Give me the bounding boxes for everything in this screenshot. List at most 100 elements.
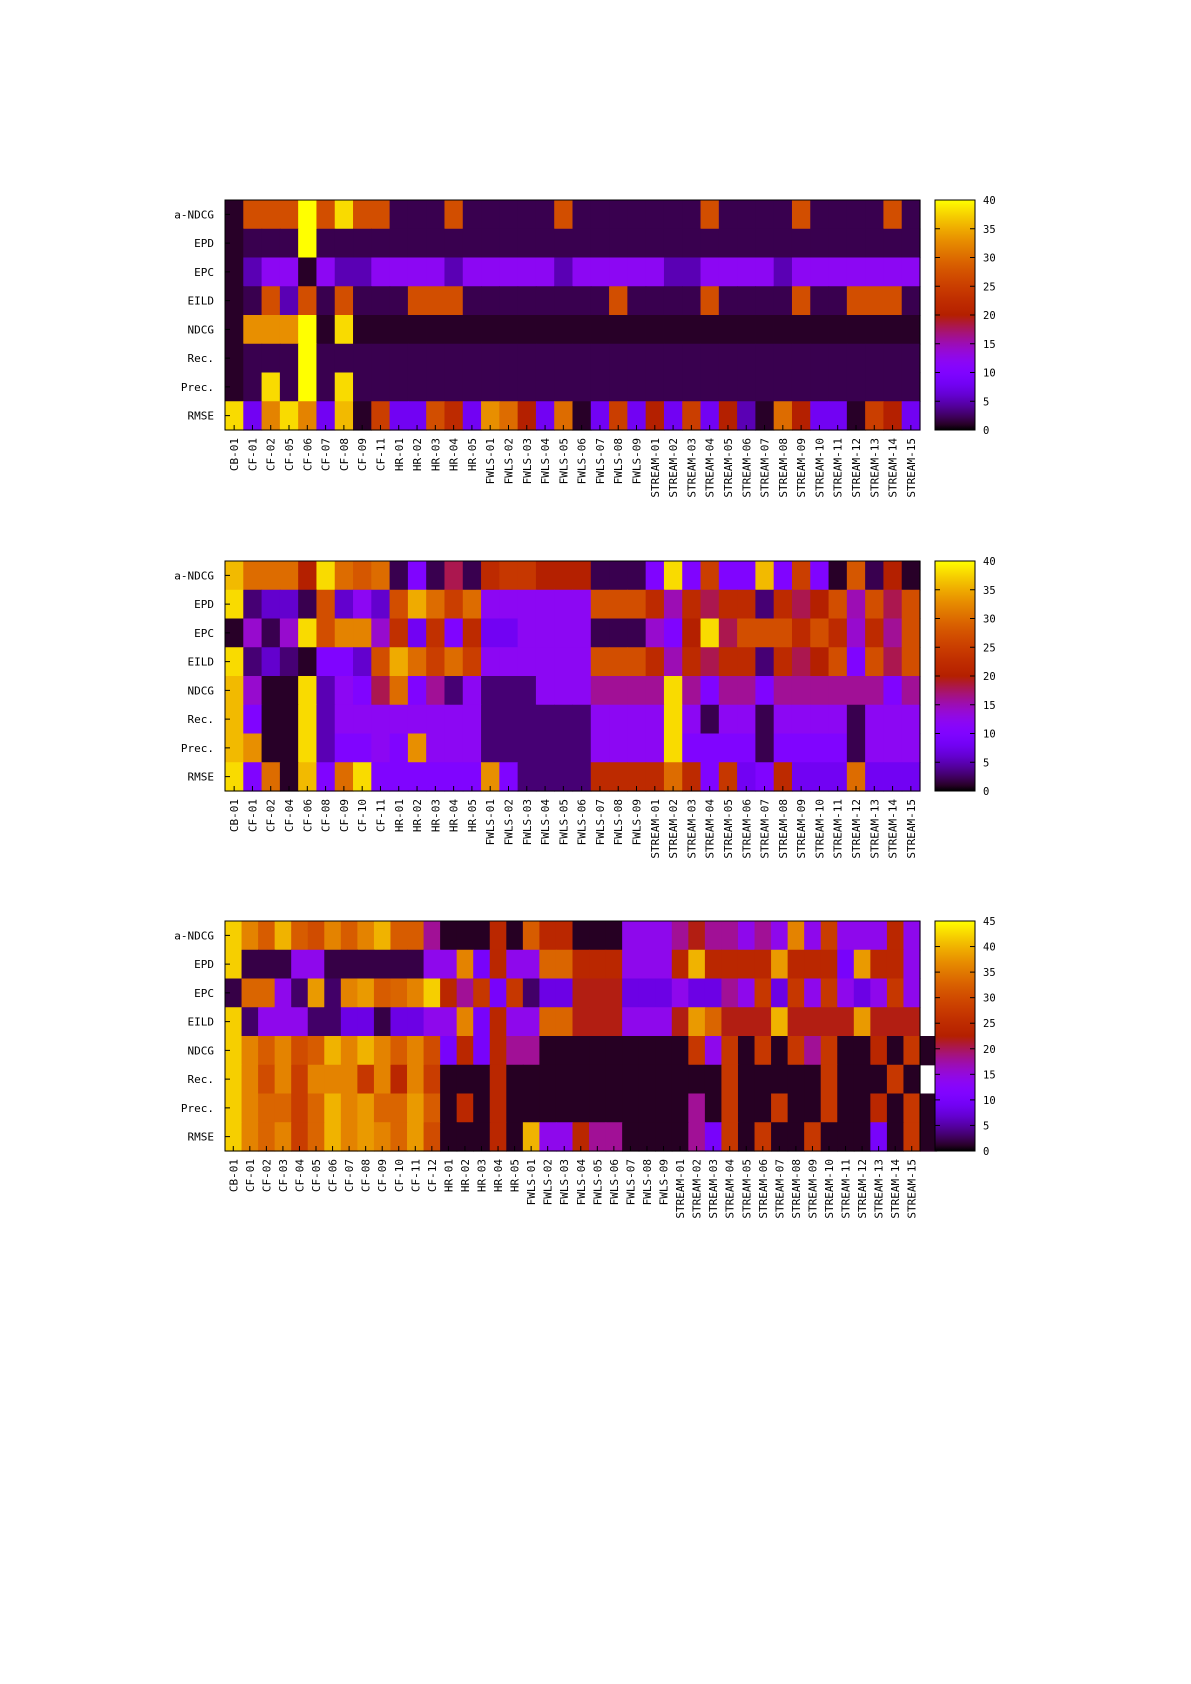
heatmap-cell [627, 647, 647, 677]
heatmap-cell [517, 762, 537, 792]
heatmap-cell [828, 561, 848, 591]
heatmap-cell [886, 1093, 905, 1123]
heatmap-cell [506, 1007, 524, 1037]
heatmap-cell [572, 372, 592, 402]
heatmap-cell [373, 1007, 392, 1037]
heatmap-cell [444, 733, 464, 763]
heatmap-cell [316, 704, 336, 735]
heatmap-cell [737, 921, 756, 951]
heatmap-cell [423, 1007, 441, 1037]
heatmap-cell [828, 315, 848, 345]
colorbar-tick-label: 20 [983, 310, 996, 322]
heatmap-cell [517, 372, 537, 402]
heatmap-cell [645, 286, 665, 316]
heatmap-cell [754, 921, 772, 951]
heatmap-cell [243, 733, 263, 763]
heatmap-cell [316, 372, 336, 402]
heatmap-cell [243, 676, 263, 706]
heatmap-cell [462, 561, 482, 591]
heatmap-cell [718, 589, 738, 620]
heatmap-cell [572, 762, 592, 792]
heatmap-cell [638, 921, 656, 951]
heatmap-cell [499, 257, 519, 287]
heatmap-cell [243, 315, 263, 345]
heatmap-cell [261, 676, 281, 706]
heatmap-cell [407, 978, 425, 1008]
heatmap-cell [444, 762, 464, 792]
heatmap-cell [737, 949, 756, 980]
heatmap-cell [481, 762, 500, 792]
heatmap-cell [353, 315, 372, 345]
heatmap-cell [791, 200, 811, 230]
column-label: CF-02 [265, 799, 278, 832]
heatmap-cell [243, 257, 263, 287]
heatmap-cell [700, 286, 720, 316]
heatmap-cell [462, 618, 482, 648]
column-label: FWLS-09 [658, 1159, 671, 1205]
heatmap-cell [440, 978, 458, 1008]
heatmap-cell [755, 228, 775, 259]
heatmap-cell [590, 228, 610, 259]
column-label: HR-02 [459, 1159, 472, 1192]
heatmap-cell [316, 200, 336, 230]
heatmap-cell [704, 1036, 723, 1066]
heatmap-cell [605, 1007, 623, 1037]
heatmap-cell [755, 561, 775, 591]
heatmap-cell [700, 343, 720, 374]
heatmap-cell [791, 343, 811, 374]
heatmap-cell [489, 1064, 507, 1095]
column-label: FWLS-08 [612, 799, 625, 845]
heatmap-cell [627, 228, 647, 259]
heatmap-cell [737, 401, 756, 431]
heatmap-cell [316, 561, 336, 591]
heatmap-cell [663, 647, 683, 677]
column-label: STREAM-12 [856, 1159, 869, 1219]
heatmap-cell [704, 949, 723, 980]
heatmap-cell [865, 676, 885, 706]
heatmap-cell [572, 618, 592, 648]
column-label: HR-05 [509, 1159, 522, 1192]
heatmap-cell [572, 257, 592, 287]
heatmap-cell [279, 343, 299, 374]
heatmap-cell [316, 676, 336, 706]
heatmap-chart: a-NDCG EPD EPC EILD NDCG Rec. Prec. RMSE CB-01 CF… [174, 195, 996, 498]
heatmap-cell [773, 315, 793, 345]
heatmap-cell [837, 1093, 855, 1123]
column-label: STREAM-02 [691, 1159, 704, 1219]
heatmap-cell [444, 589, 464, 620]
heatmap-cell [901, 343, 921, 374]
heatmap-cell [241, 1036, 259, 1066]
heatmap-cell [704, 1064, 723, 1095]
heatmap-cell [473, 1007, 491, 1037]
heatmap-cell [334, 676, 354, 706]
column-label: CF-01 [246, 799, 259, 832]
heatmap-cell [535, 228, 555, 259]
heatmap-cell [225, 704, 244, 735]
heatmap-cell [700, 561, 720, 591]
heatmap-cell [340, 1064, 358, 1095]
heatmap-cell [828, 372, 848, 402]
heatmap-cell [682, 647, 702, 677]
heatmap-cell [846, 200, 866, 230]
heatmap-cell [704, 1093, 723, 1123]
heatmap-cell [371, 618, 391, 648]
heatmap-cell [645, 372, 665, 402]
heatmap-cell [883, 647, 903, 677]
heatmap-cell [755, 401, 775, 431]
heatmap-cell [535, 704, 555, 735]
heatmap-cell [535, 200, 555, 230]
heatmap-cell [307, 1064, 325, 1095]
heatmap-cell [901, 257, 921, 287]
heatmap-cell [407, 1007, 425, 1037]
heatmap-cell [791, 228, 811, 259]
heatmap-cell [554, 618, 574, 648]
heatmap-cell [353, 676, 372, 706]
heatmap-cell [522, 1036, 541, 1066]
heatmap-cell [291, 949, 309, 980]
heatmap-cell [721, 1036, 739, 1066]
heatmap-cell [316, 228, 336, 259]
heatmap-cell [903, 1064, 921, 1095]
heatmap-cell [828, 733, 848, 763]
heatmap-cell [357, 949, 375, 980]
heatmap-cell [261, 315, 281, 345]
